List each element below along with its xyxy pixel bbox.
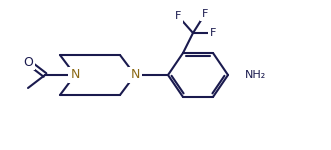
Text: NH₂: NH₂ [245, 70, 266, 80]
Text: N: N [130, 69, 140, 81]
Text: F: F [175, 11, 181, 21]
Text: F: F [210, 28, 216, 38]
Text: O: O [23, 56, 33, 69]
Text: F: F [202, 9, 208, 19]
Text: N: N [70, 69, 80, 81]
